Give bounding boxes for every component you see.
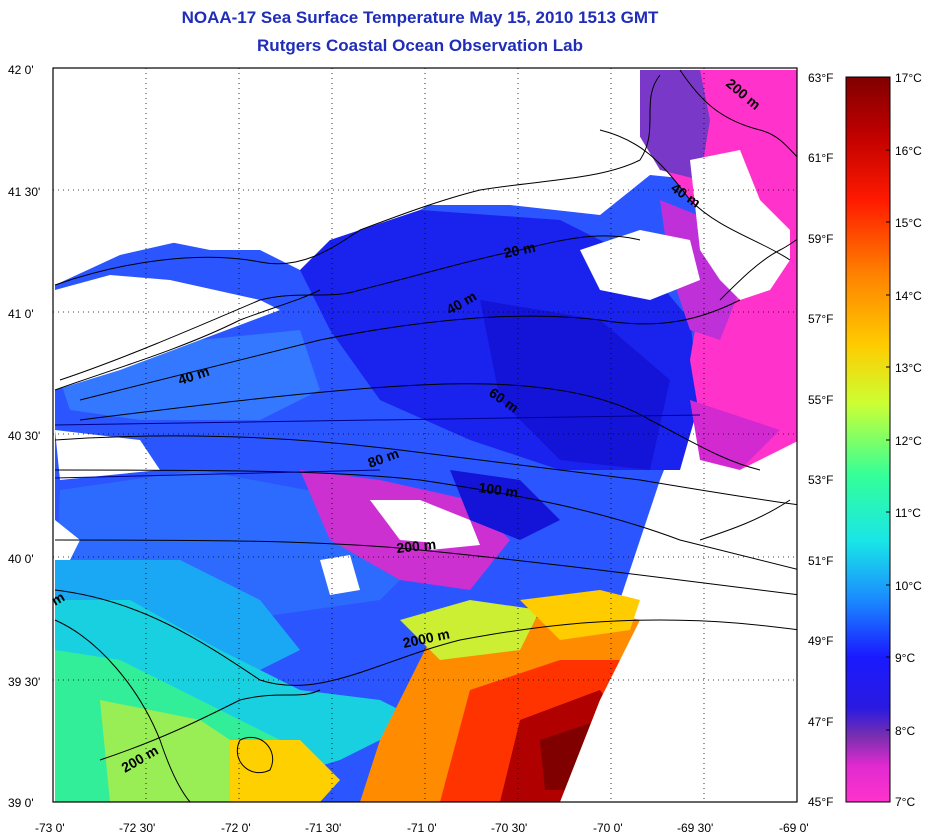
celsius-tick-label: 14°C — [895, 289, 922, 303]
celsius-tick-label: 16°C — [895, 144, 922, 158]
fahrenheit-tick-label: 47°F — [808, 715, 833, 729]
lat-tick-label: 40 30' — [8, 429, 40, 443]
celsius-tick-label: 8°C — [895, 724, 915, 738]
lon-tick-label: -72 0' — [221, 821, 251, 835]
map-subtitle: Rutgers Coastal Ocean Observation Lab — [257, 36, 583, 55]
fahrenheit-scale: 63°F 61°F 59°F 57°F 55°F 53°F 51°F 49°F … — [808, 71, 833, 809]
lon-tick-label: -73 0' — [35, 821, 65, 835]
contour-label-100m: 100 m — [478, 479, 520, 500]
celsius-tick-label: 11°C — [895, 506, 921, 520]
grid — [53, 68, 797, 802]
lat-tick-label: 39 0' — [8, 796, 34, 810]
celsius-tick-label: 12°C — [895, 434, 922, 448]
fahrenheit-tick-label: 63°F — [808, 71, 833, 85]
fahrenheit-tick-label: 51°F — [808, 554, 833, 568]
fahrenheit-tick-label: 59°F — [808, 232, 833, 246]
celsius-tick-label: 13°C — [895, 361, 922, 375]
celsius-tick-label: 7°C — [895, 795, 915, 809]
contour-label-200m-center: 200 m — [396, 536, 437, 556]
map-border — [52, 67, 798, 803]
contour-label-20m: 20 m — [502, 239, 537, 261]
lon-tick-label: -70 30' — [491, 821, 527, 835]
fahrenheit-tick-label: 49°F — [808, 634, 833, 648]
lon-axis: -73 0' -72 30' -72 0' -71 30' -71 0' -70… — [35, 821, 809, 835]
lon-tick-label: -69 30' — [677, 821, 713, 835]
sst-field — [55, 70, 797, 802]
lon-tick-label: -71 30' — [305, 821, 341, 835]
map-title: NOAA-17 Sea Surface Temperature May 15, … — [181, 8, 659, 27]
colorbar — [845, 76, 891, 803]
fahrenheit-tick-label: 55°F — [808, 393, 833, 407]
lat-tick-label: 40 0' — [8, 552, 34, 566]
lat-tick-label: 41 30' — [8, 185, 40, 199]
lon-tick-label: -71 0' — [407, 821, 437, 835]
fahrenheit-tick-label: 53°F — [808, 473, 833, 487]
lon-tick-label: -70 0' — [593, 821, 623, 835]
celsius-scale: 17°C 16°C 15°C 14°C 13°C 12°C 11°C 10°C … — [895, 71, 922, 809]
celsius-tick-label: 10°C — [895, 579, 922, 593]
celsius-tick-label: 15°C — [895, 216, 922, 230]
lat-tick-label: 41 0' — [8, 307, 34, 321]
contour-lines — [54, 69, 797, 802]
colorbar-ticks — [886, 149, 890, 731]
fahrenheit-tick-label: 45°F — [808, 795, 833, 809]
celsius-tick-label: 17°C — [895, 71, 922, 85]
lat-axis: 42 0' 41 30' 41 0' 40 30' 40 0' 39 30' 3… — [8, 63, 40, 810]
fahrenheit-tick-label: 61°F — [808, 151, 833, 165]
celsius-tick-label: 9°C — [895, 651, 915, 665]
fahrenheit-tick-label: 57°F — [808, 312, 833, 326]
lat-tick-label: 42 0' — [8, 63, 34, 77]
lon-tick-label: -69 0' — [779, 821, 809, 835]
lon-tick-label: -72 30' — [119, 821, 155, 835]
lat-tick-label: 39 30' — [8, 675, 40, 689]
